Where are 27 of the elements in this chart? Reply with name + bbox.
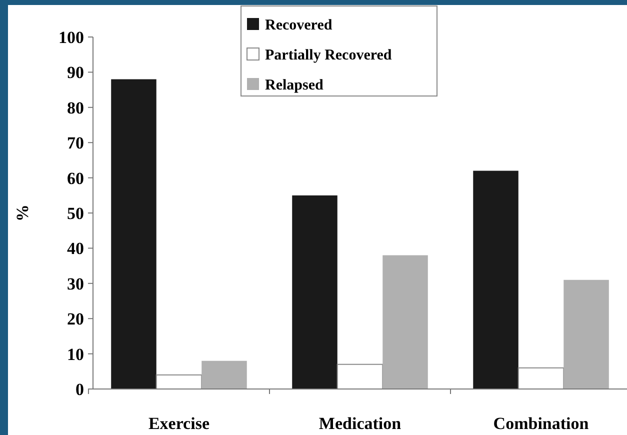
y-axis-title: % [13,204,32,222]
y-tick-label: 90 [67,63,84,82]
bar [202,360,247,389]
y-tick-label: 80 [67,98,84,118]
y-tick-label: 20 [67,310,84,329]
x-tick-label: Medication [318,414,402,433]
bar [564,280,609,389]
bar [292,195,338,389]
bar [473,170,518,389]
legend-label: Recovered [265,17,333,34]
bar [111,79,156,389]
x-tick-label: Exercise [148,414,210,433]
bar [336,364,384,390]
y-tick-label: 30 [67,274,84,294]
y-tick-label: 0 [76,380,84,399]
bar [518,367,564,390]
bar [382,255,428,389]
y-tick-label: 100 [58,28,84,47]
y-tick-label: 10 [67,344,84,364]
y-tick-label: 60 [67,168,84,188]
legend-label: Partially Recovered [265,47,392,64]
legend-label: Relapsed [265,77,324,94]
y-tick-label: 40 [67,239,84,258]
y-tick-label: 70 [67,134,84,153]
bar [156,374,202,390]
y-tick-label: 50 [67,204,84,223]
x-tick-label: Combination [493,414,590,433]
